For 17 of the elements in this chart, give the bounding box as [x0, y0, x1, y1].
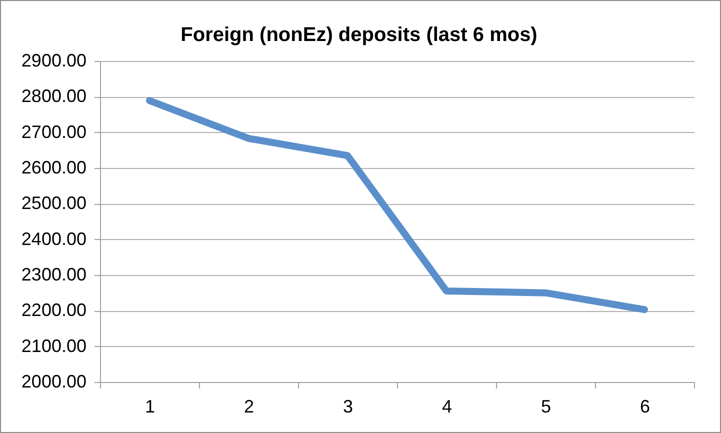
x-tick-label: 1 [144, 396, 156, 416]
y-tick-label: 2300.00 [21, 264, 86, 284]
y-tick-label: 2200.00 [21, 300, 86, 320]
y-tick-label: 2600.00 [21, 158, 86, 178]
y-tick-label: 2700.00 [21, 122, 86, 142]
chart-title: Foreign (nonEz) deposits (last 6 mos) [180, 24, 538, 46]
y-tick-label: 2400.00 [21, 228, 86, 249]
y-tick-label: 2100.00 [21, 336, 86, 356]
y-tick-label: 2900.00 [21, 50, 86, 70]
y-tick-label: 2500.00 [21, 193, 86, 214]
x-tick-label: 5 [540, 396, 552, 416]
x-tick-label: 2 [244, 396, 254, 416]
x-tick-label: 3 [342, 396, 354, 416]
x-tick-label: 6 [640, 396, 650, 416]
y-tick-label: 2800.00 [21, 86, 86, 106]
x-tick-label: 4 [442, 396, 452, 416]
y-tick-label: 2000.00 [21, 372, 86, 392]
